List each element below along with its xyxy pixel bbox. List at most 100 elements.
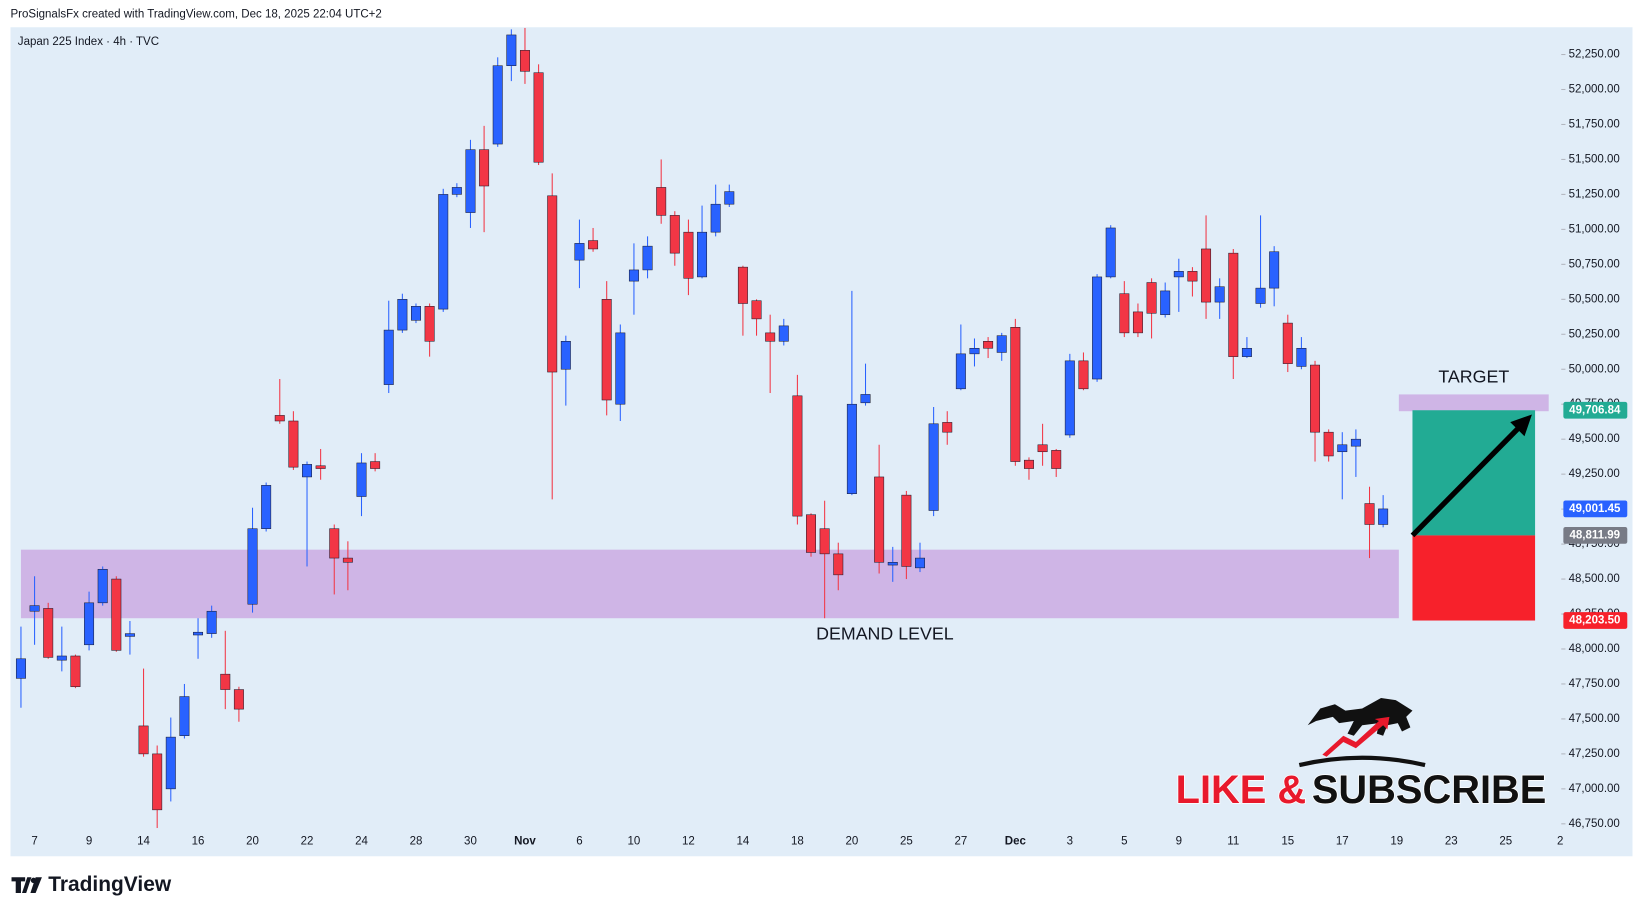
price-label-bg <box>1563 527 1628 544</box>
candle-body <box>15 658 26 679</box>
candle-body <box>383 329 394 385</box>
candle-body <box>1187 271 1198 282</box>
candle-body <box>819 528 830 555</box>
header: ProSignalsFx created with TradingView.co… <box>10 9 381 21</box>
x-tick-label: 7 <box>31 836 37 848</box>
x-tick-label: 28 <box>410 836 423 848</box>
target-arrow <box>1410 423 1524 538</box>
candle-body <box>1132 311 1143 334</box>
candle-body <box>547 195 558 373</box>
y-tick-label: 47,250.00 <box>1569 748 1620 760</box>
y-tick-label: 51,000.00 <box>1569 223 1620 235</box>
candle-body <box>70 655 81 688</box>
candle-body <box>519 50 530 72</box>
y-tick-label: 52,000.00 <box>1569 84 1620 96</box>
candle-body <box>628 269 639 282</box>
price-label-bg <box>1563 401 1628 419</box>
candle-body <box>492 65 503 145</box>
candle-body <box>806 514 816 553</box>
arrow-head <box>1510 414 1532 437</box>
x-tick-label: 20 <box>246 836 259 848</box>
x-tick-label: 20 <box>845 836 858 848</box>
candle-body <box>1201 248 1212 303</box>
candle-body <box>1092 276 1103 380</box>
candle-body <box>669 215 680 254</box>
candle-body <box>942 422 953 433</box>
x-tick-label: 25 <box>1499 836 1512 848</box>
candle-body <box>955 353 966 390</box>
candle-body <box>506 34 517 66</box>
candle-body <box>206 610 217 634</box>
y-tick-label: 50,500.00 <box>1569 293 1620 305</box>
promo: LIKE & SUBSCRIBE <box>1175 698 1547 813</box>
candle-body <box>193 631 204 636</box>
candle-body <box>765 332 776 342</box>
candle-body <box>424 306 435 342</box>
x-tick-label: Dec <box>1005 836 1027 848</box>
tradingview-logo: TradingView <box>11 873 172 896</box>
price-label: 48,203.50 <box>1569 615 1620 627</box>
bull-arrow <box>1322 716 1390 757</box>
candle-body <box>574 243 585 261</box>
logo-icon <box>30 877 42 893</box>
candle-body <box>874 476 885 563</box>
candle-body <box>1378 508 1389 525</box>
candle-body <box>683 231 694 279</box>
y-tick-label: 50,750.00 <box>1569 258 1620 270</box>
candle-body <box>165 736 176 790</box>
candle-body <box>588 240 599 250</box>
candle-body <box>1051 450 1062 469</box>
x-tick-label: 25 <box>900 836 913 848</box>
candle-body <box>124 633 135 637</box>
candle-body <box>983 341 994 349</box>
candle-body <box>778 325 789 342</box>
x-tick-label: 30 <box>464 836 477 848</box>
price-label: 49,706.84 <box>1569 404 1621 416</box>
x-tick-label: 9 <box>1176 836 1182 848</box>
candle-body <box>969 347 980 355</box>
candle-body <box>411 306 421 321</box>
candle-body <box>996 335 1007 353</box>
y-tick-label: 48,500.00 <box>1569 573 1620 585</box>
footer-brand: TradingView <box>48 873 172 896</box>
candle-body <box>833 553 844 576</box>
x-tick-label: 24 <box>355 836 368 848</box>
x-tick-label: 17 <box>1336 836 1349 848</box>
y-tick-label: 47,500.00 <box>1569 713 1620 725</box>
x-tick-label: 5 <box>1121 836 1127 848</box>
candle-body <box>737 266 748 304</box>
candle-body <box>1255 287 1266 304</box>
bull-base <box>1298 755 1426 768</box>
candle-body <box>451 187 462 195</box>
candle-body <box>1105 227 1116 278</box>
candle-body <box>370 461 381 469</box>
x-tick-label: 22 <box>301 836 314 848</box>
candle-body <box>111 578 122 651</box>
candle-body <box>261 485 272 529</box>
candle-body <box>302 464 312 478</box>
y-tick-label: 47,750.00 <box>1569 678 1620 690</box>
x-tick-label: 3 <box>1067 836 1073 848</box>
candle-body <box>860 394 871 404</box>
chart-title: Japan 225 Index · 4h · TVC <box>18 36 159 48</box>
x-tick-label: 19 <box>1390 836 1403 848</box>
candle-body <box>1241 347 1252 357</box>
candle-body <box>315 465 326 469</box>
y-tick-label: 50,250.00 <box>1569 328 1620 340</box>
candle-body <box>1269 251 1280 289</box>
x-tick-label: 27 <box>954 836 967 848</box>
candle-body <box>1310 364 1321 433</box>
candle-body <box>1350 438 1361 447</box>
x-tick-label: 11 <box>1227 836 1239 848</box>
candle-body <box>1023 459 1034 469</box>
price-label: 48,811.99 <box>1569 529 1620 541</box>
chart-pane <box>10 27 1633 857</box>
y-tick-label: 47,000.00 <box>1569 783 1620 795</box>
y-tick-label: 49,250.00 <box>1569 468 1620 480</box>
candle-body <box>1078 360 1089 390</box>
x-tick-label: 18 <box>791 836 804 848</box>
candle-body <box>397 299 408 331</box>
candle-body <box>928 423 939 511</box>
